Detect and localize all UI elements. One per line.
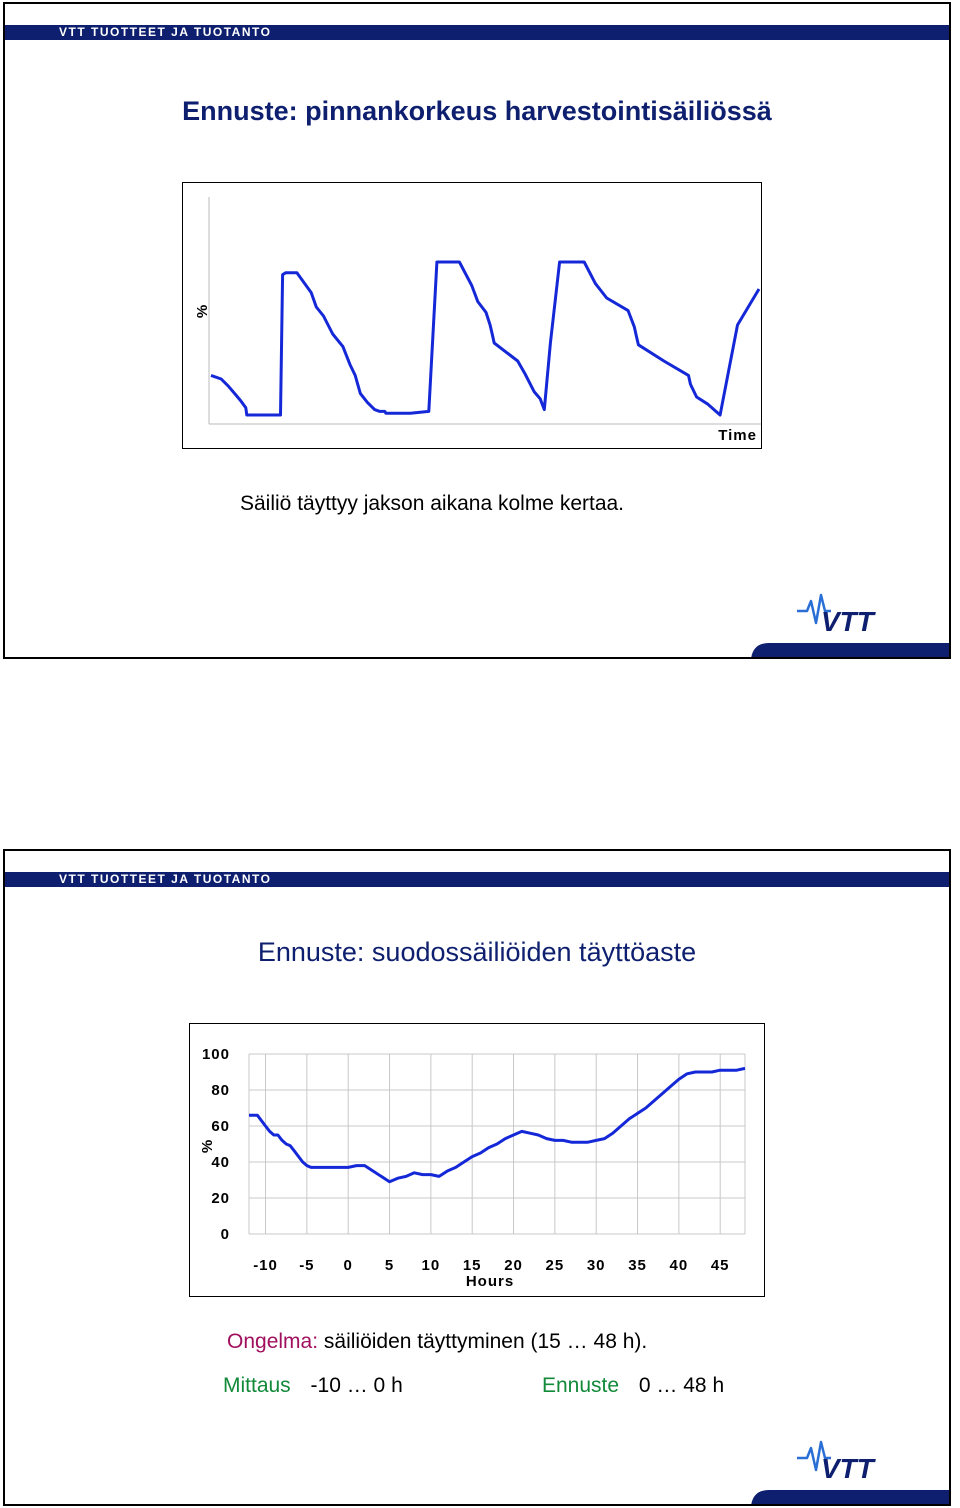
y-tick-label: 20 <box>211 1190 230 1207</box>
vtt-logo: VTT <box>797 593 877 635</box>
fill-chart-svg: 0 20 40 60 80 100 -10 -5 0 5 10 15 20 25 30 35 40 45 % H… <box>199 1046 746 1290</box>
header-bar: VTT TUOTTEET JA TUOTANTO <box>5 872 949 887</box>
x-tick-label: 5 <box>385 1257 394 1274</box>
y-tick-labels: 0 20 40 60 80 100 <box>202 1046 230 1243</box>
forecast-line: Ennuste 0 … 48 h <box>542 1374 724 1398</box>
forecast-label: Ennuste <box>542 1374 620 1397</box>
measure-label: Mittaus <box>223 1374 291 1397</box>
x-tick-label: 25 <box>546 1257 565 1274</box>
x-tick-label: -10 <box>253 1257 278 1274</box>
level-series-line <box>210 260 761 417</box>
x-tick-label: 30 <box>587 1257 606 1274</box>
y-tick-label: 80 <box>211 1082 230 1099</box>
vtt-logo: VTT <box>797 1440 877 1482</box>
y-tick-label: 0 <box>221 1226 230 1243</box>
slide-title: Ennuste: suodossäiliöiden täyttöaste <box>257 937 697 967</box>
header-label: VTT TUOTTEET JA TUOTANTO <box>59 25 272 39</box>
header-bar: VTT TUOTTEET JA TUOTANTO <box>5 25 949 40</box>
x-tick-label: 10 <box>422 1257 441 1274</box>
x-axis-label: Hours <box>466 1273 514 1290</box>
x-tick-label: -5 <box>299 1257 314 1274</box>
y-tick-label: 100 <box>202 1046 230 1063</box>
problem-text: säiliöiden täyttyminen (15 … 48 h). <box>323 1330 648 1353</box>
x-tick-label: 35 <box>628 1257 647 1274</box>
corner-decoration <box>751 1490 949 1504</box>
x-tick-label: 15 <box>463 1257 482 1274</box>
measure-range: -10 … 0 h <box>310 1374 403 1397</box>
y-tick-label: 40 <box>211 1154 230 1171</box>
forecast-range: 0 … 48 h <box>638 1374 725 1397</box>
vtt-logo-text: VTT <box>821 1453 877 1482</box>
slide-title: Ennuste: pinnankorkeus harvestointisäili… <box>182 96 772 126</box>
fill-series-line <box>249 1066 746 1184</box>
vtt-logo-text: VTT <box>821 606 877 635</box>
problem-label: Ongelma: <box>227 1330 319 1353</box>
y-axis-label: % <box>199 1139 216 1153</box>
y-tick-label: 60 <box>211 1118 230 1135</box>
x-tick-labels: -10 -5 0 5 10 15 20 25 30 35 40 45 <box>253 1257 730 1274</box>
measure-line: Mittaus -10 … 0 h <box>223 1374 403 1398</box>
level-chart: % Time <box>182 182 762 449</box>
corner-decoration <box>751 643 949 657</box>
problem-line: Ongelma: säiliöiden täyttyminen (15 … 48… <box>227 1330 647 1354</box>
slide-2: VTT TUOTTEET JA TUOTANTO Ennuste: suodos… <box>3 849 951 1506</box>
slide-1: VTT TUOTTEET JA TUOTANTO Ennuste: pinnan… <box>3 2 951 659</box>
x-tick-label: 45 <box>711 1257 730 1274</box>
chart-grid <box>248 1053 746 1235</box>
fill-chart: 0 20 40 60 80 100 -10 -5 0 5 10 15 20 25 30 35 40 45 % H… <box>189 1023 765 1297</box>
header-label: VTT TUOTTEET JA TUOTANTO <box>59 872 272 886</box>
y-axis-label: % <box>194 304 211 318</box>
x-tick-label: 0 <box>344 1257 353 1274</box>
slide-caption: Säiliö täyttyy jakson aikana kolme kerta… <box>240 492 625 515</box>
x-tick-label: 40 <box>670 1257 689 1274</box>
x-axis-label: Time <box>718 427 757 444</box>
level-chart-svg: % Time <box>194 197 761 444</box>
x-tick-label: 20 <box>504 1257 523 1274</box>
